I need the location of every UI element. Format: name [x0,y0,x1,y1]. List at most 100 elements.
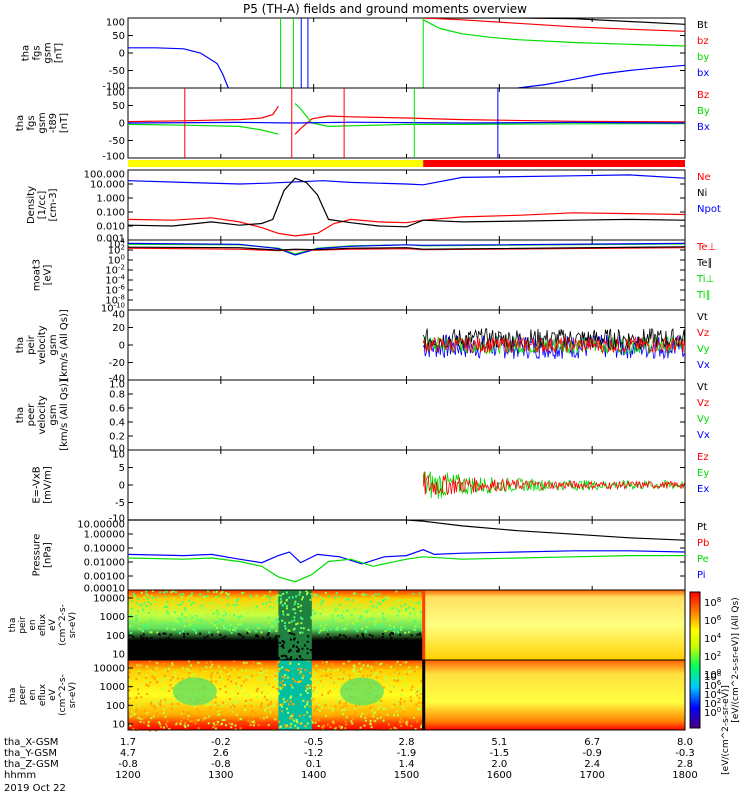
spectrogram-pixel [217,689,220,692]
spectrogram-pixel [306,640,309,643]
spectrogram-pixel [314,651,317,654]
spectrogram-pixel [302,596,305,599]
spectrogram-pixel [257,679,260,682]
spectrogram-pixel [233,614,236,617]
spectrogram-pixel [197,727,200,730]
spectrogram-pixel [164,632,167,635]
spectrogram-pixel [218,642,221,645]
spectrogram-pixel [210,661,213,664]
colorbar-label: [eV/(cm^2-s-sr-eV)] (All Qs) [731,597,741,722]
spectrogram-pixel [183,635,186,638]
spectrogram-pixel [396,599,399,602]
spectrogram-pixel [264,717,267,720]
spectrogram-pixel [400,677,403,680]
spectrogram-pixel [335,592,338,595]
spectrogram-pixel [135,618,138,621]
spectrogram-pixel [148,599,151,602]
spectrogram-pixel [289,662,292,665]
panel-density: 100.00010.0001.0000.1000.0100.001Density… [26,169,721,245]
spectrogram-pixel [369,674,372,677]
mode-bar-segment [423,160,685,167]
series-line-by [422,19,685,47]
y-tick-label: -50 [109,136,125,147]
spectrogram-pixel [136,653,139,656]
spectrogram-pixel [198,710,201,713]
spectrogram-pixel [320,600,323,603]
spectrogram-pixel [151,675,154,678]
y-axis-label: gsm [48,404,59,425]
spectrogram-pixel [232,668,235,671]
y-axis-label: sr-eV) [68,612,78,638]
spectrogram-pixel [351,616,354,619]
spectrogram-pixel [256,639,259,642]
spectrogram-pixel [419,725,422,728]
spectrogram-pixel [291,717,294,720]
spectrogram-pixel [237,623,240,626]
x-axis-row-label: tha_Z-GSM [4,759,59,770]
series-line-Pe [128,554,685,583]
spectrogram-pixel [144,676,147,679]
y-axis-label: [nT] [54,43,65,63]
spectrogram-pixel [166,600,169,603]
spectrogram-pixel [384,596,387,599]
spectrogram-pixel [276,597,279,600]
legend-entry: Vz [697,398,709,409]
spectrogram-pixel [166,677,169,680]
spectrogram-pixel [295,595,298,598]
spectrogram-pixel [140,672,143,675]
spectrogram-pixel [306,652,309,655]
spectrogram-pixel [284,668,287,671]
spectrogram-pixel [391,678,394,681]
spectrogram-pixel [344,720,347,723]
spectrogram-pixel [259,671,262,674]
spectrogram-pixel [253,712,256,715]
spectrogram-pixel [420,701,423,704]
spectrogram-pixel [176,620,179,623]
spectrogram-pixel [306,591,309,594]
spectrogram-pixel [211,671,214,674]
spectrogram-pixel [142,639,145,642]
spectrogram-pixel [265,602,268,605]
spectrogram-pixel [254,610,257,613]
spectrogram-pixel [128,676,131,679]
y-tick-label: 100 [108,254,125,267]
spectrogram-pixel [377,624,380,627]
spectrogram-pixel [184,722,187,725]
spectrogram-pixel [341,677,344,680]
spectrogram-pixel [209,707,212,710]
spectrogram-pixel [282,592,285,595]
legend-entry: Vy [697,414,710,425]
spectrogram-pixel [397,610,400,613]
spectrogram-pixel [315,705,318,708]
spectrogram-pixel [216,609,219,612]
spectrogram-pixel [319,629,322,632]
spectrogram-pixel [234,627,237,630]
spectrogram-pixel [200,618,203,621]
spectrogram-pixel [251,702,254,705]
spectrogram-pixel [255,634,258,637]
spectrogram-pixel [370,670,373,673]
spectrogram-pixel [340,725,343,728]
spectrogram-pixel [277,620,280,623]
spectrogram-pixel [166,610,169,613]
x-axis-row-value: -0.8 [118,759,138,770]
spectrogram-pixel [134,619,137,622]
spectrogram-pixel [255,630,258,633]
spectrogram-pixel [145,593,148,596]
spectrogram-pixel [397,640,400,643]
spectrogram-pixel [405,638,408,641]
spectrogram-pixel [317,718,320,721]
spectrogram-pixel [219,652,222,655]
spectrogram-pixel [322,642,325,645]
spectrogram-pixel [140,612,143,615]
spectrogram-pixel [292,608,295,611]
spectrogram-pixel [189,720,192,723]
spectrogram-pixel [142,624,145,627]
spectrogram-pixel [356,634,359,637]
panel-frame [127,449,686,521]
spectrogram-pixel [214,624,217,627]
spectrogram-pixel [345,640,348,643]
spectrogram-pixel [400,626,403,629]
spectrogram-pixel [212,612,215,615]
